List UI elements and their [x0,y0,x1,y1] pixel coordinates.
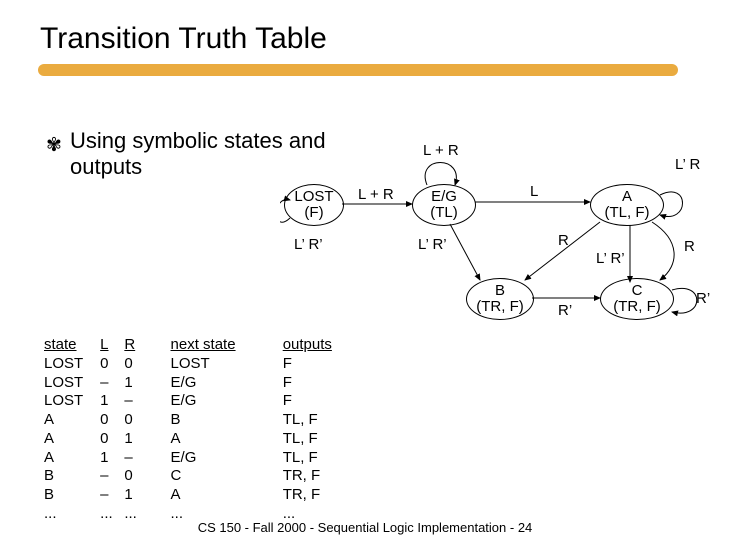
cell-out: F [283,374,363,393]
cell-state: B [44,486,96,505]
state-eg-name: E/G [431,189,457,206]
cell-l: – [100,467,120,486]
cell-r: 0 [124,467,166,486]
cell-r: 0 [124,411,166,430]
state-a-output: (TL, F) [605,205,650,222]
hdr-r: R [124,336,166,355]
edge-a-to-c-side-label: L’ R’ [596,250,625,267]
edge-lost-self-label: L’ R’ [294,236,323,253]
cell-out: TL, F [283,430,363,449]
cell-l: 0 [100,430,120,449]
cell-out: TL, F [283,449,363,468]
truth-table: state LOST LOST LOST A A A B B ... L 0 –… [44,336,363,524]
hdr-state: state [44,336,96,355]
state-a-name: A [622,189,632,206]
slide-title: Transition Truth Table [40,22,327,56]
cell-next: A [171,430,279,449]
cell-out: TR, F [283,486,363,505]
state-eg-oval: E/G (TL) [412,184,476,226]
state-lost-oval: LOST (F) [284,184,344,226]
cell-out: F [283,392,363,411]
cell-l: – [100,486,120,505]
cell-l: 1 [100,392,120,411]
cell-r: 0 [124,355,166,374]
cell-l: 0 [100,411,120,430]
cell-out: F [283,355,363,374]
cell-state: A [44,430,96,449]
cell-l: 1 [100,449,120,468]
state-diagram: LOST (F) E/G (TL) A (TL, F) B (TR, F) C … [280,140,720,340]
cell-r: 1 [124,374,166,393]
state-c-oval: C (TR, F) [600,278,674,320]
edge-a-to-c-label: R [684,238,695,255]
edge-eg-self-label: L + R [423,142,459,159]
slide-footer: CS 150 - Fall 2000 - Sequential Logic Im… [0,520,730,535]
col-out: outputs F F F TL, F TL, F TL, F TR, F TR… [283,336,363,524]
cell-next: E/G [171,392,279,411]
edge-a-to-b-label: R [558,232,569,249]
cell-out: TR, F [283,467,363,486]
cell-next: C [171,467,279,486]
edge-a-self-label: L’ R [675,156,700,173]
state-c-output: (TR, F) [613,299,660,316]
hdr-next: next state [171,336,279,355]
hdr-out: outputs [283,336,363,355]
edge-lost-to-eg-label: L + R [358,186,394,203]
cell-state: B [44,467,96,486]
cell-r: 1 [124,430,166,449]
state-a-oval: A (TL, F) [590,184,664,226]
state-c-name: C [632,283,643,300]
cell-state: LOST [44,355,96,374]
state-b-name: B [495,283,505,300]
cell-state: LOST [44,392,96,411]
cell-r: – [124,449,166,468]
cell-state: A [44,411,96,430]
state-lost-name: LOST [294,189,333,206]
col-state: state LOST LOST LOST A A A B B ... [44,336,96,524]
edge-b-to-c-label: R’ [558,302,572,319]
col-r: R 0 1 – 0 1 – 0 1 ... [124,336,166,524]
cell-state: A [44,449,96,468]
cell-r: – [124,392,166,411]
state-b-oval: B (TR, F) [466,278,534,320]
hdr-l: L [100,336,120,355]
col-l: L 0 – 1 0 0 1 – – ... [100,336,120,524]
cell-next: E/G [171,449,279,468]
edge-c-self-label: R’ [696,290,710,307]
bullet-icon: ✾ [46,134,62,157]
cell-r: 1 [124,486,166,505]
state-lost-output: (F) [304,205,323,222]
cell-next: E/G [171,374,279,393]
col-next: next state LOST E/G E/G B A E/G C A ... [171,336,279,524]
state-b-output: (TR, F) [476,299,523,316]
cell-next: LOST [171,355,279,374]
cell-state: LOST [44,374,96,393]
title-underline [38,64,678,76]
cell-l: – [100,374,120,393]
cell-out: TL, F [283,411,363,430]
cell-l: 0 [100,355,120,374]
edge-eg-to-b-label: L’ R’ [418,236,447,253]
cell-next: B [171,411,279,430]
edge-eg-to-a-label: L [530,183,538,200]
cell-next: A [171,486,279,505]
state-eg-output: (TL) [430,205,458,222]
